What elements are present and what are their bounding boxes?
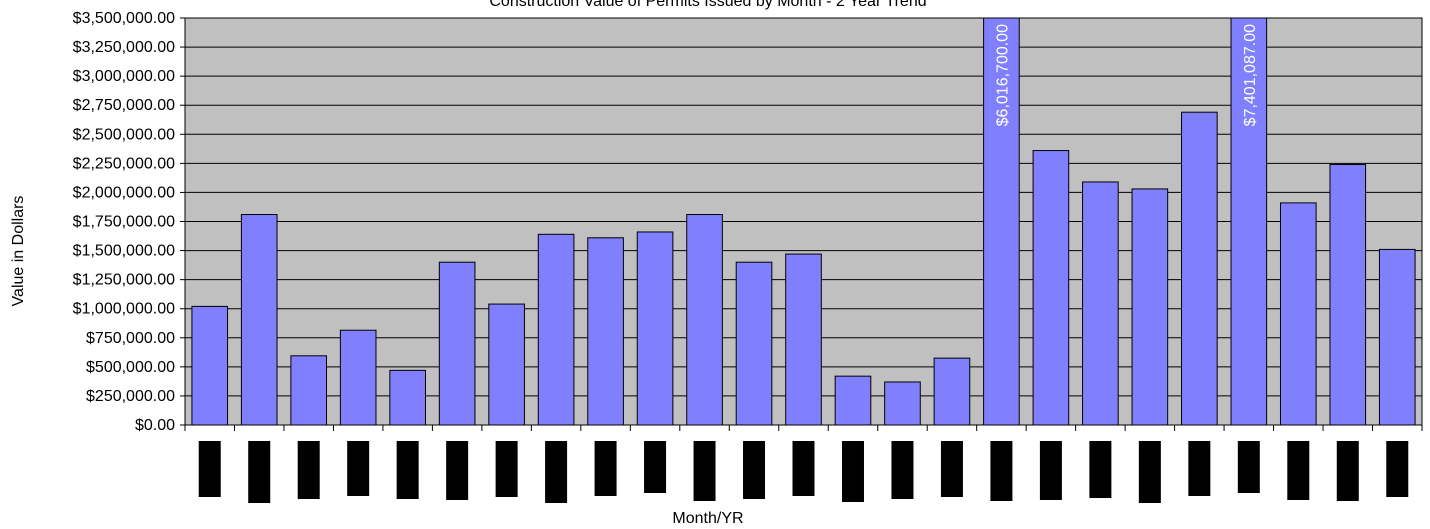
y-tick-label: $0.00: [135, 417, 175, 434]
bar: [834, 375, 872, 426]
x-tick-label-redaction: [1188, 441, 1211, 496]
y-axis-label: Value in Dollars: [10, 196, 27, 307]
bar: [686, 214, 723, 426]
x-tick-label-redaction: [841, 441, 864, 502]
y-tick-label: $2,500,000.00: [73, 126, 175, 143]
bar: [884, 381, 921, 426]
bar-data-label: $7,401,087.00: [1242, 24, 1259, 126]
x-tick-label-redaction: [990, 441, 1013, 501]
y-tick-label: $3,250,000.00: [73, 39, 175, 56]
x-tick-label-redaction: [198, 441, 221, 497]
bar: [191, 305, 229, 426]
bar: [1230, 17, 1268, 426]
x-tick-label-redaction: [891, 441, 914, 499]
y-tick-label: $1,000,000.00: [73, 301, 175, 318]
bar: [1082, 181, 1119, 426]
x-tick-label-redaction: [1039, 441, 1062, 500]
x-tick-label-redaction: [693, 441, 716, 501]
y-tick-label: $3,500,000.00: [73, 10, 175, 27]
bar: [1181, 111, 1218, 426]
bar: [438, 261, 476, 426]
bar: [1329, 164, 1367, 426]
x-tick-label-redaction: [1336, 441, 1359, 501]
bar: [587, 237, 624, 426]
y-tick-labels: $0.00 $250,000.00 $500,000.00 $750,000.00 $1…: [73, 10, 175, 434]
x-tick-label-redaction: [792, 441, 815, 496]
y-tick-label: $1,750,000.00: [73, 214, 175, 231]
bars: [191, 17, 1416, 426]
y-tick-label: $3,000,000.00: [73, 68, 175, 85]
y-tick-label: $500,000.00: [86, 359, 175, 376]
x-tick-label-redaction: [297, 441, 320, 499]
x-tick-label-redaction: [594, 441, 617, 496]
bar: [488, 303, 525, 426]
bar-data-label: $6,016,700.00: [994, 24, 1011, 126]
x-tick-label-redaction: [743, 441, 766, 499]
bar: [735, 261, 773, 426]
bar: [1032, 150, 1070, 426]
x-tick-label-redactions: [198, 441, 1409, 503]
y-tick-label: $1,250,000.00: [73, 272, 175, 289]
x-tick-label-redaction: [1138, 441, 1161, 503]
y-tick-label: $1,500,000.00: [73, 243, 175, 260]
x-tick-label-redaction: [347, 441, 370, 496]
x-tick-label-redaction: [446, 441, 469, 500]
bar: [339, 329, 377, 426]
x-ticks: [184, 425, 1423, 431]
bar: [983, 17, 1020, 426]
bar: [290, 355, 328, 426]
bar: [636, 231, 674, 426]
x-axis-label: Month/YR: [672, 510, 743, 527]
x-tick-label-redaction: [495, 441, 518, 497]
bar: [785, 253, 822, 426]
bar: [389, 369, 426, 426]
bar: [1131, 188, 1169, 426]
x-tick-label-redaction: [396, 441, 419, 499]
y-tick-label: $250,000.00: [86, 388, 175, 405]
data-labels: $6,016,700.00 $7,401,087.00: [994, 24, 1258, 126]
x-tick-label-redaction: [1287, 441, 1310, 500]
bar: [1279, 202, 1317, 426]
y-tick-label: $2,000,000.00: [73, 184, 175, 201]
x-tick-label-redaction: [545, 441, 568, 503]
y-tick-label: $750,000.00: [86, 330, 175, 347]
bar: [1378, 248, 1416, 426]
x-tick-label-redaction: [1386, 441, 1409, 497]
y-tick-label: $2,250,000.00: [73, 155, 175, 172]
x-tick-label-redaction: [1089, 441, 1112, 498]
x-tick-label-redaction: [1237, 441, 1260, 493]
y-tick-label: $2,750,000.00: [73, 97, 175, 114]
x-tick-label-redaction: [248, 441, 271, 503]
x-tick-label-redaction: [644, 441, 667, 493]
bar: [240, 214, 278, 426]
bar: [933, 357, 971, 426]
chart-title: Construction Value of Permits Issued by …: [489, 0, 926, 10]
bar: [537, 233, 575, 426]
x-tick-label-redaction: [940, 441, 963, 497]
